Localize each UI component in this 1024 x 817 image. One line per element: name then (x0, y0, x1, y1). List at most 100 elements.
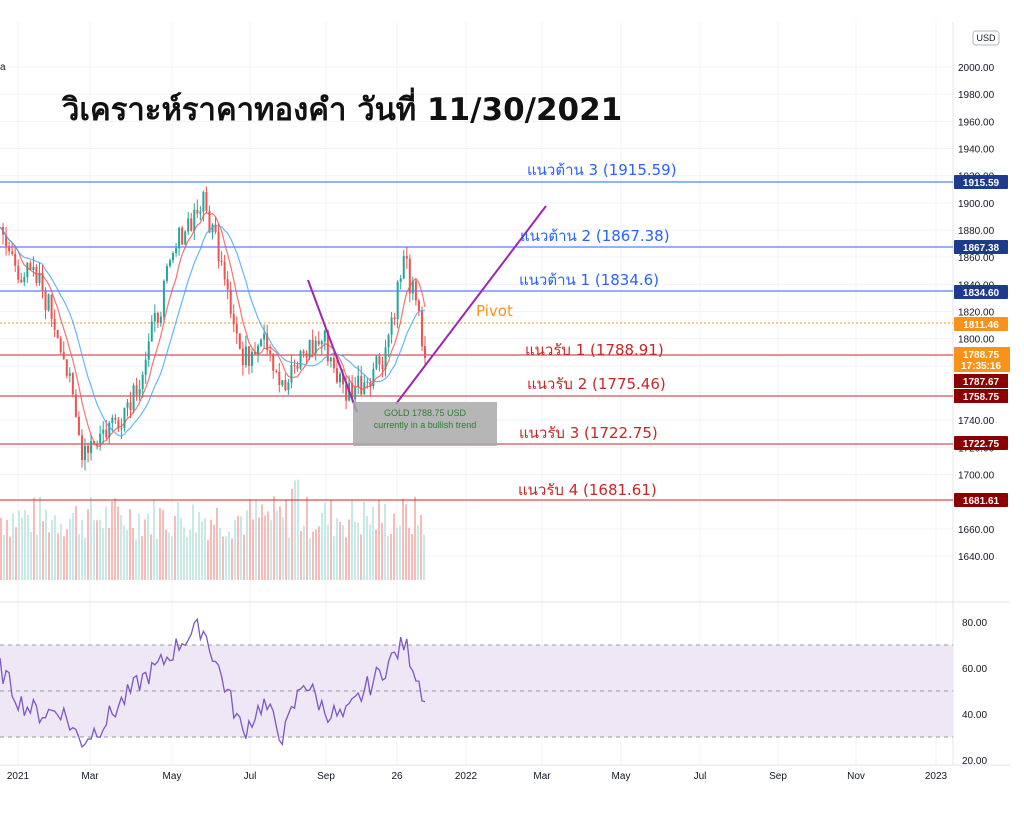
volume-bar (234, 520, 236, 580)
candle-body (90, 441, 93, 453)
volume-bar (24, 509, 26, 580)
volume-bar (87, 509, 89, 580)
candle-body (202, 192, 205, 212)
volume-bar (318, 526, 320, 580)
countdown-text: 17:35:16 (961, 361, 1001, 372)
candle-body (393, 317, 396, 320)
candle-body (320, 341, 323, 345)
price-tick-label: 1980.00 (958, 90, 995, 101)
volume-bar (48, 532, 50, 580)
volume-bar (174, 515, 176, 580)
candle-body (53, 318, 56, 330)
candle-body (402, 255, 405, 279)
volume-bar (156, 538, 158, 580)
volume-bar (36, 534, 38, 580)
uptrend-line (395, 205, 547, 405)
candle-body (317, 340, 320, 345)
candle-body (420, 310, 423, 347)
volume-bar (213, 524, 215, 580)
volume-bar (312, 531, 314, 580)
candle-body (184, 231, 187, 245)
candle-body (384, 347, 387, 370)
volume-bar (309, 538, 311, 580)
volume-bar (183, 527, 185, 580)
candle-body (260, 339, 263, 346)
candle-body (14, 253, 17, 266)
candle-body (354, 386, 357, 400)
volume-bar (126, 530, 128, 580)
volume-bar (327, 524, 329, 580)
volume-bar (72, 512, 74, 580)
candle-body (50, 294, 53, 319)
volume-bar (402, 498, 404, 580)
volume-bar (411, 534, 413, 580)
volume-bar (63, 536, 65, 580)
volume-bar (231, 538, 233, 580)
volume-bar (66, 529, 68, 580)
candle-body (302, 351, 305, 354)
candle-body (424, 346, 426, 359)
candle-body (129, 402, 132, 410)
volume-bar (186, 537, 188, 580)
candle-body (278, 371, 281, 386)
candle-body (99, 433, 102, 445)
candle-body (62, 352, 65, 360)
price-tag-bg (954, 175, 1008, 189)
candle-body (323, 330, 326, 342)
level-label: แนวต้าน 2 (1867.38) (520, 227, 670, 245)
currency-button-label[interactable]: USD (976, 33, 996, 43)
price-tag-bg (954, 493, 1008, 507)
candle-body (211, 224, 214, 233)
time-tick-label: Sep (317, 771, 335, 782)
volume-bar (180, 517, 182, 580)
volume-bar (54, 515, 56, 580)
time-tick-label: Sep (769, 771, 787, 782)
price-tag-text: 1811.46 (963, 320, 999, 331)
candle-body (399, 278, 402, 282)
candle-body (38, 272, 41, 284)
candle-body (238, 333, 241, 349)
volume-bar (249, 499, 251, 580)
candle-body (80, 435, 83, 461)
price-tag-bg (954, 436, 1008, 450)
candle-body (126, 402, 129, 408)
volume-bar (159, 508, 161, 580)
currency-button[interactable]: USD (972, 30, 1000, 46)
volume-bar (420, 514, 422, 580)
volume-bar (51, 519, 53, 580)
volume-bar (108, 527, 110, 580)
candle-body (417, 300, 420, 311)
level-label: Pivot (476, 302, 513, 320)
rsi-tick-label: 80.00 (962, 618, 987, 629)
candle-body (272, 353, 275, 371)
price-tag-bg (954, 240, 1008, 254)
volume-bar (369, 524, 371, 580)
candle-body (366, 381, 369, 383)
candle-body (87, 445, 90, 453)
volume-bar (192, 504, 194, 580)
volume-bar (393, 513, 395, 580)
volume-bar (30, 532, 32, 580)
support-tag-bg (954, 389, 1008, 403)
volume-bar (351, 499, 353, 580)
candle-body (357, 375, 360, 387)
candle-body (141, 374, 144, 390)
candle-body (220, 260, 223, 263)
price-tag-bg (954, 285, 1008, 299)
price-tag-text: 1915.59 (963, 178, 1000, 189)
volume-bar (120, 515, 122, 580)
candle-body (351, 382, 354, 400)
volume-bar (354, 521, 356, 580)
candle-body (165, 266, 168, 281)
volume-bar (0, 517, 2, 580)
volume-bar (399, 525, 401, 580)
volume-bar (297, 479, 299, 580)
support-tag-bg (954, 374, 1008, 388)
volume-bar (384, 503, 386, 580)
candle-body (232, 313, 235, 325)
candle-body (223, 262, 226, 280)
volume-bar (207, 539, 209, 580)
volume-bar (201, 521, 203, 580)
price-tag-bg (954, 317, 1008, 331)
currency-button-bg[interactable] (972, 30, 1000, 46)
